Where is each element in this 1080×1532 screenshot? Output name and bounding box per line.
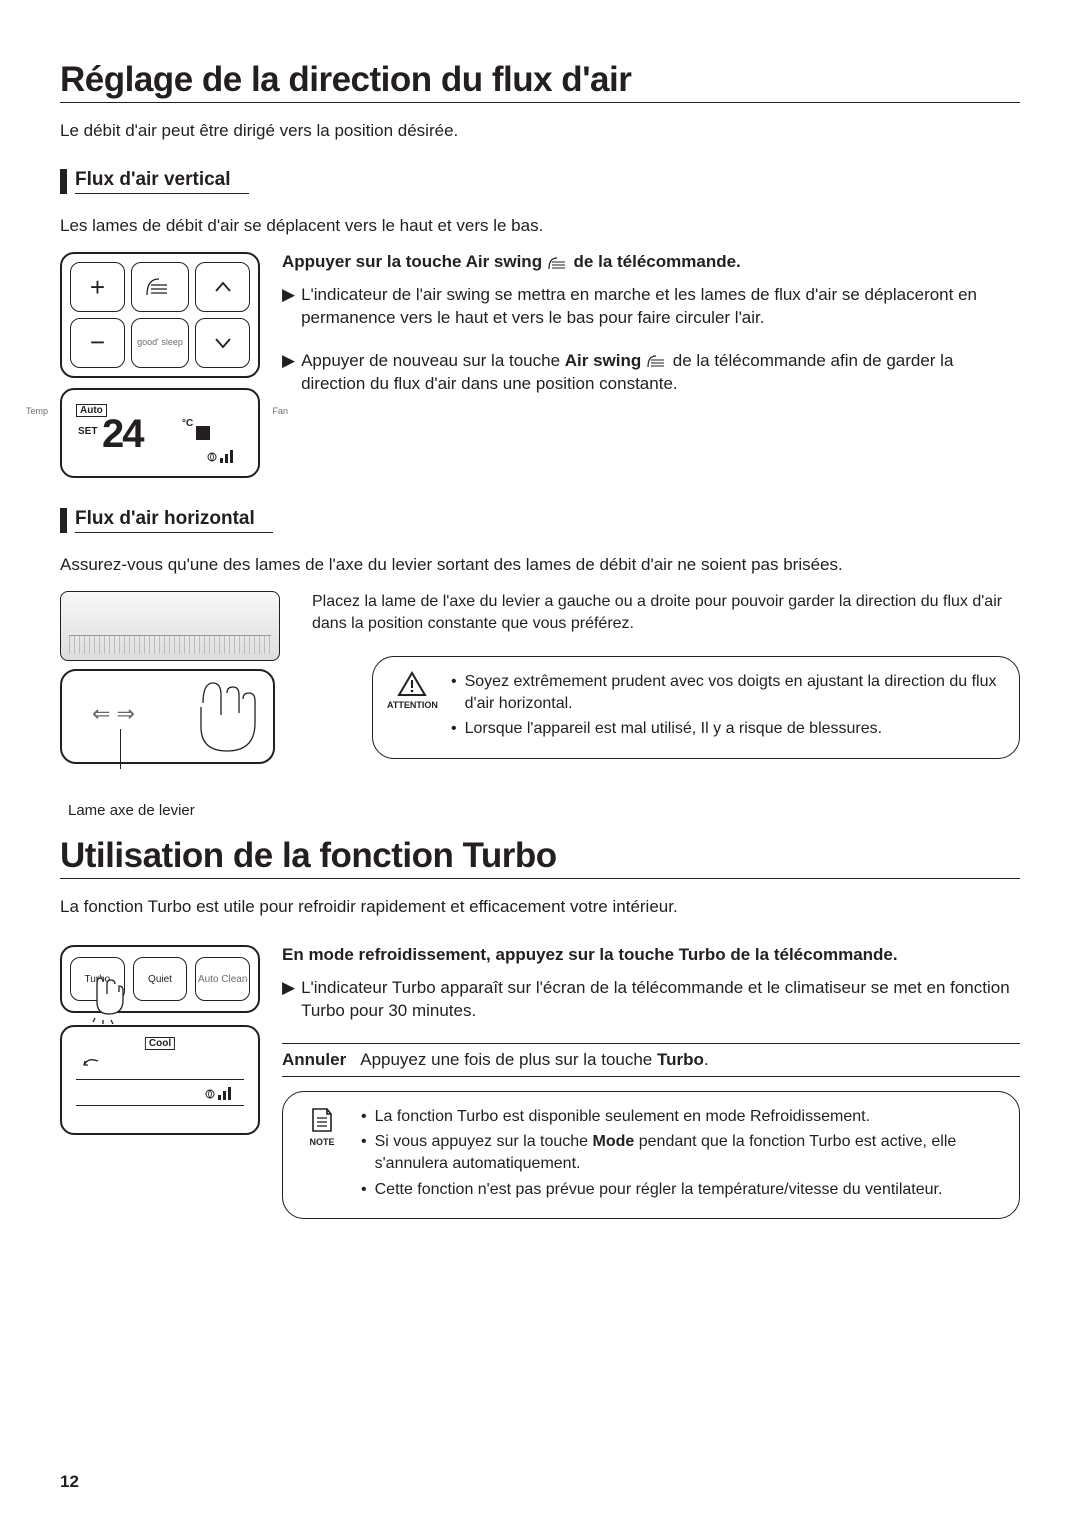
auto-clean-button: Auto Clean [195, 957, 250, 1001]
turbo-instruction: En mode refroidissement, appuyez sur la … [282, 945, 1020, 965]
quiet-button: Quiet [133, 957, 188, 1001]
fan-down-button [195, 318, 250, 368]
remote-illustration-vertical: + − good' sleep [60, 252, 260, 478]
section1-intro: Le débit d'air peut être dirigé vers la … [60, 121, 1020, 141]
subhead-bar [60, 508, 67, 533]
hand-adjust-drawing: ⇐ ⇒ [60, 669, 275, 764]
ac-illustration: ⇐ ⇒ Lame axe de levier [60, 591, 290, 791]
page-number: 12 [60, 1472, 79, 1492]
turbo-content: En mode refroidissement, appuyez sur la … [282, 945, 1020, 1219]
cc: . [704, 1050, 709, 1069]
air-swing-inline-icon [646, 353, 668, 369]
temp-unit: °C [182, 418, 193, 429]
note-box: NOTE La fonction Turbo est disponible se… [282, 1091, 1020, 1219]
bullet1-text: L'indicateur de l'air swing se mettra en… [301, 284, 1020, 330]
remote-illustration-turbo: Turbo Quiet Auto Clean Cool [60, 945, 260, 1135]
arrow-icon: ▶ [282, 284, 295, 330]
fan-speed-icon [204, 1085, 236, 1103]
section1-title: Réglage de la direction du flux d'air [60, 60, 1020, 103]
note-item: Si vous appuyez sur la touche Mode penda… [361, 1131, 999, 1174]
temp-down-button: − [70, 318, 125, 368]
temp-up-button: + [70, 262, 125, 312]
attention-item: Lorsque l'appareil est mal utilisé, Il y… [451, 718, 999, 740]
instr-suffix: de la télécommande. [574, 252, 741, 271]
subheading-vertical: Flux d'air vertical [60, 169, 1020, 194]
ac-unit-drawing [60, 591, 280, 661]
ca: Appuyez une fois de plus sur la touche [360, 1050, 657, 1069]
turbo-display: Cool [60, 1025, 260, 1135]
temp-label: Temp [26, 406, 48, 416]
ni: Cette fonction n'est pas prévue pour rég… [375, 1179, 943, 1201]
att-text: Soyez extrêmement prudent avec vos doigt… [465, 671, 999, 714]
temp-value: 24 [102, 412, 143, 457]
fan-up-button [195, 262, 250, 312]
subheading-horizontal: Flux d'air horizontal [60, 508, 1020, 533]
subheading-horizontal-text: Flux d'air horizontal [75, 508, 273, 533]
b2bold: Air swing [565, 351, 642, 370]
bullet2-text: Appuyer de nouveau sur la touche Air swi… [301, 350, 1020, 396]
attention-icon: ATTENTION [387, 671, 437, 744]
cancel-label: Annuler [282, 1050, 346, 1070]
subhead-bar [60, 169, 67, 194]
vertical-content: Appuyer sur la touche Air swing de la té… [282, 252, 1020, 416]
arrow-icon: ▶ [282, 977, 295, 1023]
ni: La fonction Turbo est disponible seuleme… [375, 1106, 870, 1128]
note-item: Cette fonction n'est pas prévue pour rég… [361, 1179, 999, 1201]
subheading-vertical-text: Flux d'air vertical [75, 169, 249, 194]
instr-prefix: Appuyer sur la touche Air swing [282, 252, 547, 271]
vertical-row: + − good' sleep [60, 252, 1020, 478]
cancel-text: Appuyez une fois de plus sur la touche T… [360, 1050, 708, 1070]
note-item: La fonction Turbo est disponible seuleme… [361, 1106, 999, 1128]
note-label: NOTE [309, 1137, 334, 1147]
b2a: Appuyer de nouveau sur la touche [301, 351, 565, 370]
vertical-bullet1: ▶ L'indicateur de l'air swing se mettra … [282, 284, 1020, 330]
good-sleep-button: good' sleep [131, 318, 189, 368]
turbo-remote-buttons: Turbo Quiet Auto Clean [60, 945, 260, 1013]
set-label: SET [78, 426, 97, 437]
turbo-row: Turbo Quiet Auto Clean Cool [60, 945, 1020, 1219]
cool-badge: Cool [145, 1037, 175, 1050]
turbo-bullet1-text: L'indicateur Turbo apparaît sur l'écran … [301, 977, 1020, 1023]
turbo-button: Turbo [70, 957, 125, 1001]
horizontal-row: ⇐ ⇒ Lame axe de levier Placez la lame de… [60, 591, 1020, 791]
attention-item: Soyez extrêmement prudent avec vos doigt… [451, 671, 999, 714]
display-divider [76, 1079, 244, 1080]
hand-icon [183, 673, 263, 758]
hand-press-icon [89, 974, 131, 1026]
remote-buttons: + − good' sleep [60, 252, 260, 378]
horizontal-desc: Assurez-vous qu'une des lames de l'axe d… [60, 555, 1020, 575]
air-swing-icon [145, 275, 175, 299]
turbo-bullet1: ▶ L'indicateur Turbo apparaît sur l'écra… [282, 977, 1020, 1023]
vertical-bullet2: ▶ Appuyer de nouveau sur la touche Air s… [282, 350, 1020, 396]
swing-indicator-icon [194, 424, 212, 442]
turbo-indicator-icon [82, 1055, 100, 1072]
note-list: La fonction Turbo est disponible seuleme… [361, 1106, 999, 1204]
ni: Si vous appuyez sur la touche Mode penda… [375, 1131, 999, 1174]
air-swing-inline-icon [547, 255, 569, 271]
cancel-row: Annuler Appuyez une fois de plus sur la … [282, 1043, 1020, 1077]
callout-label: Lame axe de levier [68, 802, 195, 819]
chevron-down-icon [214, 336, 232, 350]
swing-arrows-icon: ⇐ ⇒ [92, 701, 135, 727]
air-swing-button [131, 262, 189, 312]
att-text: Lorsque l'appareil est mal utilisé, Il y… [465, 718, 882, 740]
vertical-desc: Les lames de débit d'air se déplacent ve… [60, 216, 1020, 236]
attention-box: ATTENTION Soyez extrêmement prudent avec… [372, 656, 1020, 759]
fan-speed-icon [206, 448, 238, 466]
fan-label: Fan [272, 406, 288, 416]
horizontal-content: Placez la lame de l'axe du levier a gauc… [312, 591, 1020, 759]
arrow-icon: ▶ [282, 350, 295, 396]
vertical-instruction: Appuyer sur la touche Air swing de la té… [282, 252, 1020, 272]
remote-display: Auto SET 24 °C [60, 388, 260, 478]
display-divider [76, 1105, 244, 1106]
cb: Turbo [657, 1050, 704, 1069]
section2-intro: La fonction Turbo est utile pour refroid… [60, 897, 1020, 917]
horizontal-instruction: Placez la lame de l'axe du levier a gauc… [312, 591, 1020, 634]
attention-list: Soyez extrêmement prudent avec vos doigt… [451, 671, 999, 744]
attention-label: ATTENTION [387, 700, 438, 710]
callout-line [120, 729, 121, 769]
section2-title: Utilisation de la fonction Turbo [60, 836, 1020, 879]
chevron-up-icon [214, 280, 232, 294]
note-icon: NOTE [297, 1106, 347, 1204]
